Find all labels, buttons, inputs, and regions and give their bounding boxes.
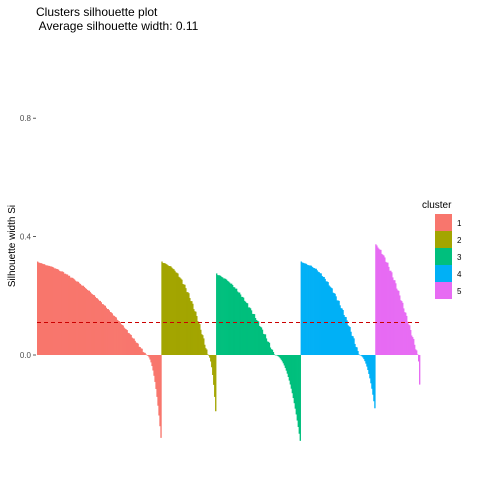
legend-label: 5 (457, 287, 462, 296)
legend-swatch (435, 265, 452, 282)
legend-swatch (435, 214, 452, 231)
silhouette-bar (300, 355, 301, 441)
cluster-5-bars (375, 244, 420, 384)
y-tick-label: 0.4 (20, 233, 32, 242)
cluster-3-bars (216, 273, 301, 440)
cluster-4-bars (301, 262, 376, 409)
legend: cluster 1 2 3 4 5 (422, 200, 462, 299)
legend-label: 4 (457, 270, 462, 279)
legend-swatch (435, 248, 452, 265)
silhouette-bar (207, 354, 208, 355)
silhouette-bar (416, 350, 417, 355)
legend-label: 2 (457, 236, 462, 245)
cluster-2-bars (161, 262, 216, 412)
silhouette-bar (206, 349, 207, 355)
silhouette-bar (215, 355, 216, 411)
silhouette-bars (37, 244, 420, 441)
chart-title: Clusters silhouette plot (36, 5, 158, 19)
silhouette-bar (358, 354, 359, 355)
silhouette-bar (274, 354, 275, 355)
silhouette-bar (160, 355, 161, 438)
y-axis-label: Silhouette width Si (7, 205, 18, 287)
cluster-1-bars (37, 262, 162, 438)
legend-label: 1 (457, 219, 462, 228)
silhouette-bar (145, 354, 146, 355)
legend-title: cluster (422, 200, 452, 211)
chart-subtitle: Average silhouette width: 0.11 (36, 19, 199, 33)
silhouette-bar (419, 355, 420, 385)
silhouette-bar (357, 351, 358, 355)
y-axis: 0.0 0.4 0.8 (20, 114, 36, 360)
y-tick-label: 0.8 (20, 114, 32, 123)
legend-swatch (435, 282, 452, 299)
legend-swatch (435, 231, 452, 248)
silhouette-bar (374, 355, 375, 408)
y-tick-label: 0.0 (20, 351, 32, 360)
silhouette-bar (417, 354, 418, 355)
legend-label: 3 (457, 253, 462, 262)
